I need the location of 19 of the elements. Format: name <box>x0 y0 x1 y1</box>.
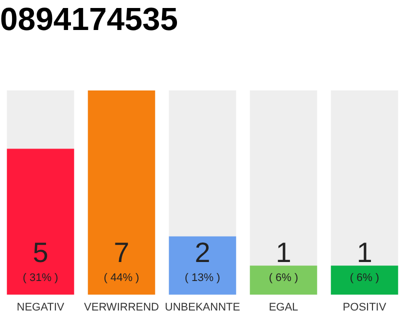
annotation: ( 31% ) <box>22 272 58 284</box>
annotation: ( 44% ) <box>104 272 140 284</box>
data-label: 1 <box>356 236 372 268</box>
x-tick-label: VERWIRREND <box>84 301 160 314</box>
annotation: ( 6% ) <box>350 272 380 284</box>
data-label: 2 <box>194 236 210 268</box>
data-label: 7 <box>114 236 130 268</box>
bar <box>168 236 236 295</box>
bar <box>250 266 318 295</box>
data-label: 1 <box>276 236 292 268</box>
x-tick-label: EGAL <box>268 301 298 314</box>
annotation: ( 6% ) <box>268 272 298 284</box>
annotation: ( 13% ) <box>184 272 220 284</box>
x-tick-label: NEGATIV <box>16 301 65 314</box>
chart-title: 0894174535 <box>0 1 178 38</box>
bar <box>330 266 398 295</box>
x-tick-label: UNBEKANNTE <box>164 301 240 314</box>
data-label: 5 <box>32 236 48 268</box>
x-tick-label: POSITIV <box>342 301 387 314</box>
